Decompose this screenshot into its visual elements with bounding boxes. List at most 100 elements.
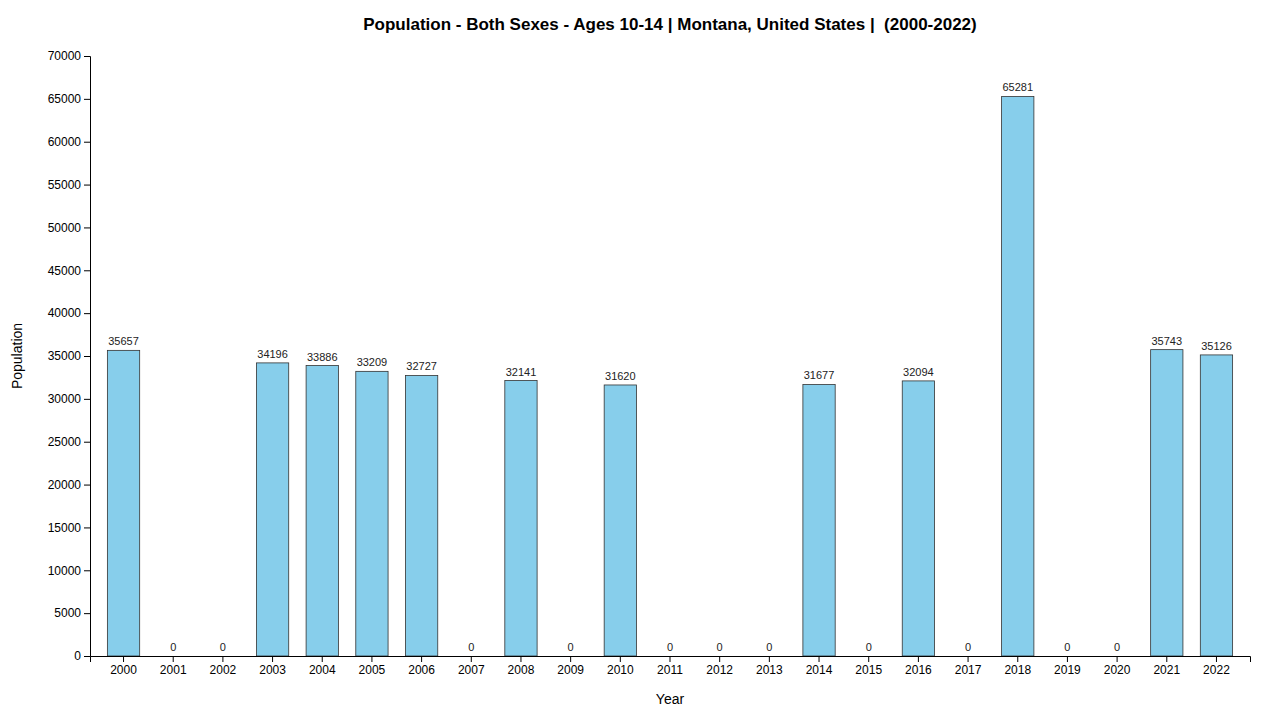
tick: 20000 [48,478,90,492]
tick-mark [1117,656,1118,662]
tick-label: 10000 [48,564,82,578]
tick: 2017 [955,656,982,677]
plot-area: 2000200120022003200420052006200720082009… [48,49,1251,676]
tick-label: 40000 [48,306,82,320]
tick-mark [670,656,671,662]
tick: 2001 [160,656,187,677]
bar [1051,656,1083,657]
tick: 2008 [508,656,535,677]
tick-mark [421,656,422,662]
bars [107,96,1232,656]
tick-mark [84,185,90,186]
tick-mark [84,356,90,357]
tick-label: 55000 [48,178,82,192]
tick-mark [84,99,90,100]
tick-label: 2019 [1054,663,1081,677]
y-axis: 0 5000 10000 15000 20000 25000 30000 35000 40000… [48,49,91,663]
tick-mark [123,656,124,662]
tick-label: 2012 [706,663,733,677]
tick-label: 70000 [48,49,82,63]
x-axis-title: Year [656,691,685,707]
chart: 2000200120022003200420052006200720082009… [0,0,1280,720]
tick-label: 2007 [458,663,485,677]
tick: 2002 [210,656,237,677]
tick: 30000 [48,392,90,406]
bar [356,371,388,656]
tick-mark [620,656,621,662]
data-label: 31677 [804,369,835,381]
tick-label: 2014 [806,663,833,677]
tick: 60000 [48,135,90,149]
tick-label: 2013 [756,663,783,677]
data-label: 32094 [903,366,934,378]
y-axis-title: Population [9,323,25,389]
tick-mark [1017,656,1018,662]
tick: 2013 [756,656,783,677]
tick: 2011 [657,656,683,677]
bar [306,366,338,656]
data-label: 0 [568,641,574,653]
tick-label: 2008 [508,663,535,677]
tick-mark [471,656,472,662]
data-label: 33209 [357,356,388,368]
tick-mark [272,656,273,662]
data-label: 0 [717,641,723,653]
data-label: 0 [1114,641,1120,653]
bar [803,384,835,656]
data-label: 0 [220,641,226,653]
bar [405,375,437,656]
tick-label: 2005 [359,663,386,677]
tick-label: 2018 [1004,663,1031,677]
tick-mark [222,656,223,662]
data-label: 0 [1064,641,1070,653]
tick: 2007 [458,656,485,677]
tick-label: 2020 [1104,663,1131,677]
tick-label: 2010 [607,663,634,677]
tick: 2018 [1004,656,1031,677]
bar [902,381,934,656]
tick: 2003 [259,656,286,677]
tick: 70000 [48,49,90,63]
bar [207,656,239,657]
tick: 2014 [806,656,833,677]
tick-mark [918,656,919,662]
tick-mark [868,656,869,662]
data-label: 0 [468,641,474,653]
tick-label: 2000 [110,663,137,677]
tick-mark [819,656,820,662]
tick: 25000 [48,435,90,449]
bar [1200,355,1232,656]
tick: 45000 [48,264,90,278]
tick-mark [84,442,90,443]
tick: 50000 [48,221,90,235]
tick-mark [769,656,770,662]
tick-label: 0 [74,649,81,663]
tick-mark [84,56,90,57]
data-label: 0 [667,641,673,653]
tick-mark [84,570,90,571]
tick-mark [719,656,720,662]
bar [505,381,537,656]
data-label: 34196 [257,348,288,360]
axis-line [84,57,91,657]
data-label: 35657 [108,335,139,347]
tick-label: 5000 [54,606,81,620]
data-label: 32141 [506,366,537,378]
tick-label: 50000 [48,221,82,235]
data-label: 35126 [1201,340,1232,352]
bar [1101,656,1133,657]
data-label: 32727 [406,360,437,372]
tick-label: 15000 [48,521,82,535]
tick: 2020 [1104,656,1131,677]
tick-label: 2001 [160,663,187,677]
data-label: 0 [766,641,772,653]
bar [1002,96,1034,656]
bar [1151,350,1183,656]
tick-mark [84,485,90,486]
tick: 2010 [607,656,634,677]
tick: 2009 [557,656,584,677]
tick-mark [84,142,90,143]
tick-label: 35000 [48,349,82,363]
tick: 2015 [855,656,882,677]
tick-label: 2017 [955,663,982,677]
